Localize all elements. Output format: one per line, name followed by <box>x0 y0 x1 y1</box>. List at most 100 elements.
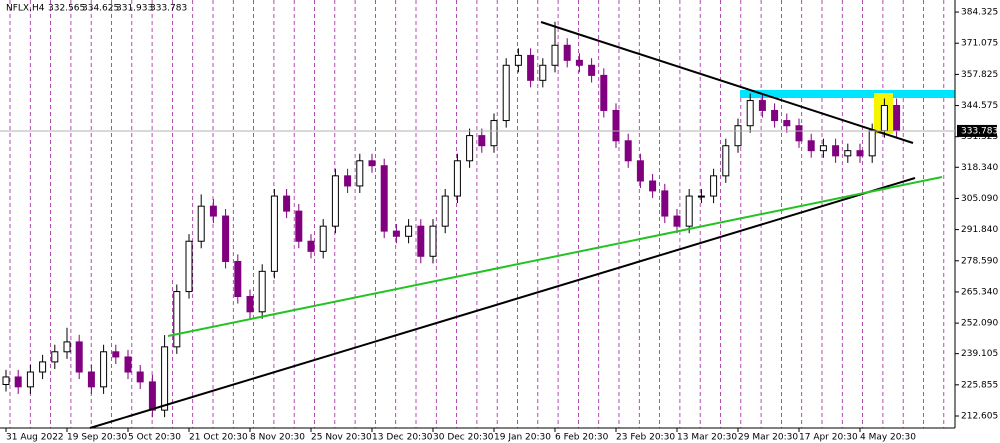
x-tick-label: 13 Dec 20:30 <box>372 433 433 443</box>
upper-trendline <box>540 21 914 144</box>
y-tick-label: 212.605 <box>961 411 998 421</box>
x-tick-label: 30 Dec 20:30 <box>433 433 494 443</box>
y-tick-label: 278.590 <box>961 256 998 266</box>
candle-body <box>14 376 22 388</box>
candle-body <box>478 135 486 147</box>
candle-body <box>2 376 10 385</box>
x-tick-label: 25 Nov 20:30 <box>311 433 372 443</box>
candle-body <box>490 120 498 147</box>
candle-body <box>466 135 474 162</box>
candle-body <box>295 210 303 242</box>
ohlc-low: 331.933 <box>116 4 153 14</box>
lower-trendline <box>89 177 916 429</box>
y-tick-label: 344.575 <box>961 101 998 111</box>
candle-body <box>270 195 278 272</box>
candle-body <box>112 351 120 358</box>
candle-body <box>392 230 400 237</box>
x-tick-label: 13 Mar 20:30 <box>677 433 737 443</box>
ohlc-close: 333.783 <box>150 4 187 14</box>
candle-body <box>26 371 34 388</box>
y-tick-label: 357.825 <box>961 70 998 80</box>
candle-body <box>758 100 766 111</box>
candle-body <box>307 240 315 252</box>
candle-body <box>868 130 876 157</box>
y-tick-label: 225.855 <box>961 380 998 390</box>
candle-body <box>185 240 193 293</box>
x-tick-label: 4 May 20:30 <box>860 433 916 443</box>
candle-body <box>283 195 291 212</box>
candle-body <box>844 150 852 157</box>
candle-body <box>209 205 217 217</box>
x-tick-label: 17 Apr 20:30 <box>799 433 858 443</box>
y-tick-label: 265.340 <box>961 287 998 297</box>
y-tick-label: 252.090 <box>961 319 998 329</box>
candle-body <box>429 225 437 257</box>
candle-body <box>197 205 205 242</box>
candle-body <box>649 180 657 192</box>
y-tick-label: 239.105 <box>961 349 998 359</box>
green-trendline <box>167 176 943 337</box>
y-tick-label: 384.325 <box>961 8 998 18</box>
x-tick-label: 8 Nov 20:30 <box>250 433 305 443</box>
y-tick-label: 331.325 <box>961 132 998 142</box>
candle-body <box>734 125 742 147</box>
candle-body <box>722 145 730 177</box>
candle-body <box>673 215 681 227</box>
candle-body <box>575 59 583 66</box>
candle-body <box>502 64 510 122</box>
candle-body <box>710 175 718 197</box>
candle-body <box>148 381 156 411</box>
candles <box>2 21 901 418</box>
candle-body <box>612 109 620 142</box>
candle-body <box>405 225 413 237</box>
candle-body <box>246 296 254 313</box>
x-tick-label: 19 Jan 20:30 <box>494 433 551 443</box>
candle-body <box>832 145 840 157</box>
x-tick-label: 6 Feb 20:30 <box>555 433 609 443</box>
period-separators <box>9 0 945 428</box>
x-tick-label: 19 Sep 20:30 <box>67 433 127 443</box>
candle-body <box>258 270 266 313</box>
x-tick-label: 5 Oct 20:30 <box>128 433 181 443</box>
y-tick-label: 318.340 <box>961 163 998 173</box>
y-tick-label: 305.090 <box>961 194 998 204</box>
candle-body <box>161 346 169 411</box>
candle-body <box>893 105 901 132</box>
candle-body <box>636 160 644 182</box>
candle-body <box>136 371 144 383</box>
candle-body <box>63 341 71 353</box>
candle-body <box>234 260 242 298</box>
candle-body <box>344 175 352 187</box>
last-price-box <box>957 124 997 137</box>
candle-body <box>795 125 803 142</box>
resistance-zone <box>740 90 955 98</box>
ohlc-open: 332.565 <box>48 4 85 14</box>
ohlc-high: 334.625 <box>82 4 119 14</box>
candle-body <box>368 160 376 167</box>
candle-body <box>51 351 59 363</box>
candle-body <box>124 356 132 373</box>
candle-body <box>563 44 571 61</box>
candle-body <box>539 64 547 81</box>
y-tick-label: 371.075 <box>961 39 998 49</box>
candle-body <box>685 195 693 227</box>
candle-body <box>319 225 327 252</box>
y-tick-label: 291.840 <box>961 225 998 235</box>
candle-body <box>807 140 815 152</box>
last-price-label: 333.783 <box>961 126 998 136</box>
candle-body <box>856 150 864 157</box>
candle-body <box>697 195 705 198</box>
x-tick-label: 21 Oct 20:30 <box>189 433 248 443</box>
candle-body <box>453 160 461 197</box>
candle-body <box>222 215 230 262</box>
candle-body <box>87 371 95 388</box>
candle-body <box>746 100 754 127</box>
candle-body <box>624 140 632 162</box>
candle-body <box>100 351 108 388</box>
candle-body <box>514 54 522 66</box>
candle-body <box>771 109 779 122</box>
candle-body <box>356 160 364 187</box>
candle-body <box>380 165 388 232</box>
